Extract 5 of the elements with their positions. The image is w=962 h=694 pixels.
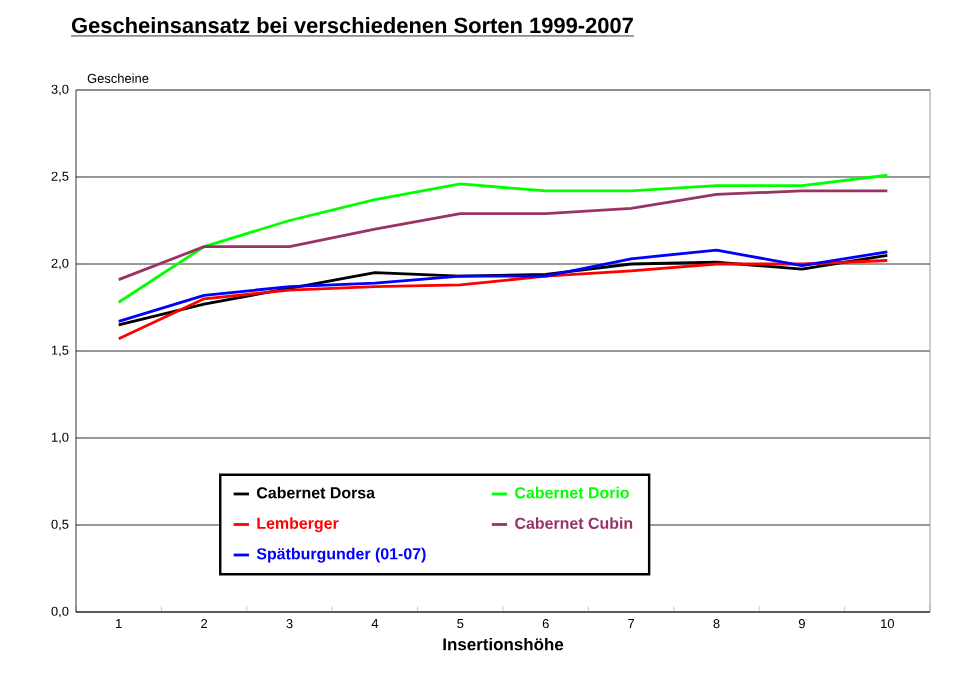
chart-title: Gescheinsansatz bei verschiedenen Sorten 1999-2007 bbox=[71, 17, 633, 34]
line-series bbox=[117, 189, 889, 282]
line-series bbox=[117, 259, 889, 341]
x-axis-title: Insertionshöhe bbox=[443, 637, 564, 651]
line-series bbox=[117, 173, 889, 304]
